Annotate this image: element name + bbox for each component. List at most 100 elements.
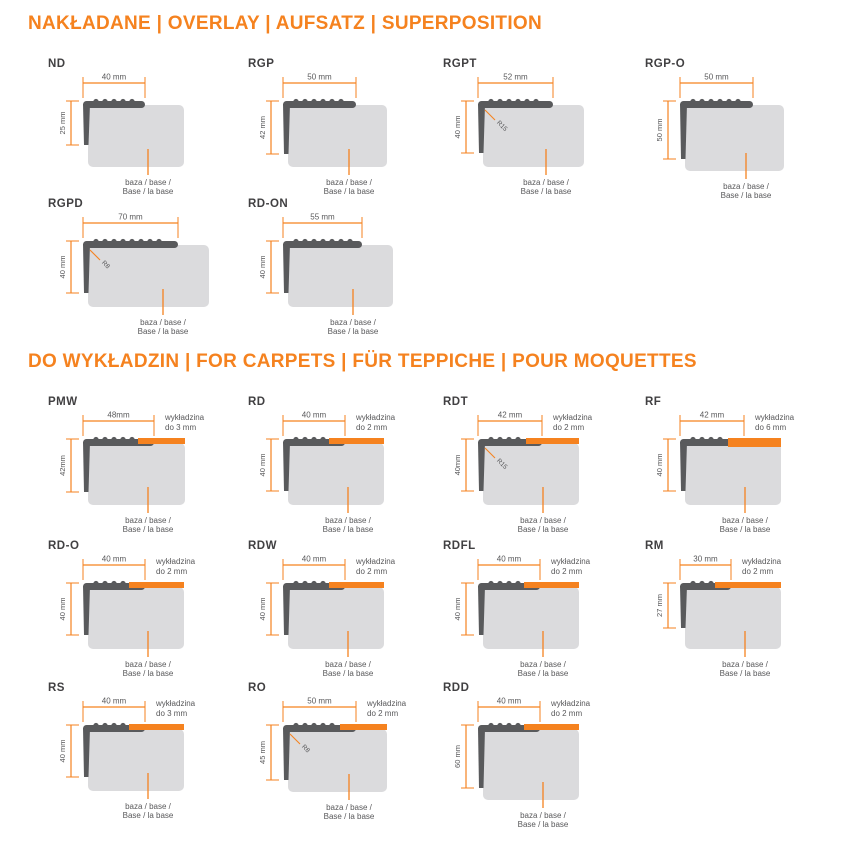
profile-diagram-pmw: PMW wykładzina do 3 mm 48mm 42mm baza / base… — [45, 396, 245, 546]
width-dimension: 42 mm — [477, 411, 543, 436]
profile-diagram-rm: RM wykładzina do 2 mm 30 mm 27 mm baza / bas… — [642, 540, 842, 690]
width-dim-label: 48mm — [107, 411, 130, 420]
carpet-label-line1: wykładzina — [355, 413, 396, 422]
profile-diagram-rd-o: RD-O wykładzina do 2 mm 40 mm 40 mm baza / b… — [45, 540, 245, 690]
carpet-strip — [715, 582, 781, 588]
base-label-line2: Base / la base — [720, 525, 771, 534]
profile-cross-section — [83, 238, 178, 293]
base-rect — [685, 587, 781, 649]
carpet-label-line1: wykładzina — [155, 557, 196, 566]
radius-leader-line — [484, 109, 496, 121]
carpet-label-line2: do 2 mm — [356, 567, 387, 576]
profile-name: RDFL — [443, 540, 476, 552]
width-dimension: 30 mm — [679, 555, 732, 580]
width-dimension: 50 mm — [679, 73, 754, 98]
base-label-line2: Base / la base — [323, 669, 374, 678]
base-label-line1: baza / base / — [325, 516, 372, 525]
width-dimension: 40 mm — [282, 555, 346, 580]
profile-top-bar — [478, 101, 553, 108]
profile-diagram-nd: ND 40 mm 25 mm baza / base / Base / la base — [45, 58, 245, 208]
carpet-label-line1: wykładzina — [741, 557, 782, 566]
height-dimension: 40mm — [453, 438, 474, 492]
base-rect — [685, 443, 781, 505]
base-label-line2: Base / la base — [324, 187, 375, 196]
carpet-strip — [329, 438, 384, 444]
carpet-strip — [526, 438, 579, 444]
section-title-overlay: NAKŁADANE | OVERLAY | AUFSATZ | SUPERPOS… — [28, 13, 542, 34]
height-dim-label: 45 mm — [258, 741, 267, 764]
base-rect — [288, 729, 387, 792]
carpet-label-line2: do 3 mm — [156, 709, 187, 718]
profile-drawing: 70 mm 40 mm R8 baza / base /Base / la base — [58, 213, 209, 336]
carpet-label-line1: wykładzina — [552, 413, 593, 422]
height-dim-label: 40 mm — [655, 454, 664, 477]
profile-name: RDD — [443, 682, 470, 694]
profile-name: RGPD — [48, 198, 84, 210]
base-label-line1: baza / base / — [125, 178, 172, 187]
height-dim-label: 60 mm — [453, 745, 462, 768]
base-label-line1: baza / base / — [326, 803, 373, 812]
carpet-strip — [129, 724, 184, 730]
base-label-line2: Base / la base — [720, 669, 771, 678]
height-dim-label: 40mm — [453, 455, 462, 476]
base-rect — [88, 105, 184, 167]
profile-name: RD — [248, 396, 266, 408]
width-dim-label: 42 mm — [498, 411, 523, 420]
profile-leg — [680, 442, 687, 491]
profile-cross-section — [283, 580, 345, 635]
base-label-line2: Base / la base — [721, 191, 772, 200]
base-label-line2: Base / la base — [138, 327, 189, 336]
profile-name: RS — [48, 682, 65, 694]
width-dimension: 48mm — [82, 411, 155, 436]
radius-leader-line — [89, 249, 101, 261]
profile-leg — [83, 104, 90, 145]
profile-name: RD-ON — [248, 198, 289, 210]
profile-diagram-rgpt: RGPT 52 mm 40 mm R15 baza / base / Base / la… — [440, 58, 640, 208]
base-label-line1: baza / base / — [325, 660, 372, 669]
profile-drawing: 40 mm 25 mm baza / base /Base / la base — [58, 73, 184, 196]
height-dim-label: 40 mm — [258, 598, 267, 621]
width-dim-label: 50 mm — [307, 73, 332, 82]
profile-cross-section — [680, 98, 753, 159]
base-rect — [288, 443, 384, 505]
base-rect — [685, 105, 784, 171]
profile-diagram-rs: RS wykładzina do 3 mm 40 mm 40 mm baza / bas… — [45, 682, 245, 832]
base-label-line2: Base / la base — [123, 811, 174, 820]
profile-name: RF — [645, 396, 662, 408]
base-label-line1: baza / base / — [125, 660, 172, 669]
profile-cross-section — [83, 98, 145, 145]
carpet-label-line2: do 2 mm — [367, 709, 398, 718]
profile-drawing: 50 mm 42 mm baza / base /Base / la base — [258, 73, 387, 196]
height-dimension: 40 mm — [453, 100, 474, 154]
profile-top-bar — [83, 101, 145, 108]
profile-leg — [283, 244, 290, 293]
radius-label: R8 — [300, 743, 311, 754]
base-rect — [483, 443, 579, 505]
width-dimension: 50 mm — [282, 697, 357, 722]
height-dim-label: 40 mm — [453, 598, 462, 621]
height-dimension: 40 mm — [258, 240, 279, 294]
height-dimension: 50 mm — [655, 100, 676, 160]
base-label-line1: baza / base / — [523, 178, 570, 187]
height-dimension: 40 mm — [58, 240, 79, 294]
base-label-line2: Base / la base — [328, 327, 379, 336]
base-label-line2: Base / la base — [521, 187, 572, 196]
width-dimension: 40 mm — [82, 555, 146, 580]
carpet-strip — [129, 582, 184, 588]
carpet-strip — [329, 582, 384, 588]
profile-diagram-rd-on: RD-ON 55 mm 40 mm baza / base / Base / la b… — [245, 198, 445, 348]
width-dim-label: 40 mm — [102, 73, 127, 82]
carpet-label-line1: wykładzina — [754, 413, 795, 422]
base-label-line2: Base / la base — [123, 187, 174, 196]
base-label-line1: baza / base / — [140, 318, 187, 327]
height-dimension: 40 mm — [258, 582, 279, 636]
height-dimension: 25 mm — [58, 100, 79, 146]
profile-cross-section — [283, 722, 356, 780]
profile-leg — [478, 104, 485, 153]
width-dimension: 40 mm — [477, 697, 541, 722]
carpet-label-line2: do 2 mm — [553, 423, 584, 432]
